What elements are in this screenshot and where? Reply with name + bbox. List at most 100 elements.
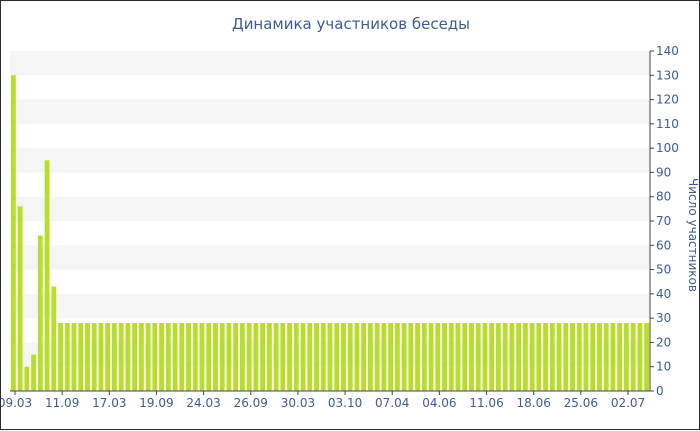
bar [637, 323, 643, 391]
y-tick-label: 90 [656, 165, 671, 179]
x-tick-label: 18.06 [517, 396, 551, 410]
grid-band [10, 293, 650, 319]
bar [509, 323, 515, 391]
bar [388, 323, 394, 391]
bar [44, 160, 50, 391]
bar [408, 323, 414, 391]
bar [442, 323, 447, 391]
bar [421, 323, 427, 391]
bar [24, 366, 30, 391]
y-axis-label: Число участников [686, 178, 700, 292]
y-tick-label: 140 [656, 44, 679, 58]
bar [138, 323, 144, 391]
grid-band [10, 51, 650, 76]
y-tick-label: 10 [656, 360, 671, 374]
bar [233, 323, 239, 391]
bar [165, 323, 171, 391]
bar [496, 323, 501, 391]
bar [354, 323, 360, 391]
bar [374, 323, 380, 391]
bar [266, 323, 272, 391]
y-tick-label: 50 [656, 263, 671, 277]
y-tick-label: 80 [656, 190, 671, 204]
x-tick-label: 09.03 [1, 396, 32, 410]
bar [624, 323, 629, 391]
y-tick-label: 100 [656, 141, 679, 155]
bar [51, 286, 57, 391]
bar [341, 323, 346, 391]
x-tick-labels: 09.03 11.09 17.03 19.09 24.03 26.09 30.03 03.10… [1, 396, 645, 410]
bar [368, 323, 373, 391]
bar [522, 323, 528, 391]
bar [502, 323, 508, 391]
bar [570, 323, 575, 391]
bar [381, 323, 387, 391]
bar [482, 323, 488, 391]
y-tick-label: 70 [656, 214, 671, 228]
bar [179, 323, 185, 391]
x-tick-label: 17.03 [92, 396, 126, 410]
y-tick-label: 110 [656, 117, 679, 131]
bar [91, 323, 97, 391]
bar [543, 323, 548, 391]
bar [85, 323, 90, 391]
y-tick-label: 0 [656, 384, 664, 398]
bar [105, 323, 111, 391]
bar [361, 323, 367, 391]
y-tick-label: 30 [656, 311, 671, 325]
grid-band [10, 99, 650, 124]
bar [529, 323, 535, 391]
bar [576, 323, 582, 391]
bar [428, 323, 434, 391]
bar [334, 323, 340, 391]
bar [58, 323, 63, 391]
x-tick-label: 03.10 [328, 396, 362, 410]
grid-bands [10, 51, 650, 367]
bar [320, 323, 326, 391]
bar [347, 323, 353, 391]
bar [253, 323, 259, 391]
y-tick-label: 60 [656, 238, 671, 252]
bar [327, 323, 333, 391]
bar [199, 323, 205, 391]
bar [590, 323, 596, 391]
bar [300, 323, 306, 391]
bar [287, 323, 292, 391]
bar [394, 323, 400, 391]
bar [186, 323, 191, 391]
bar [206, 323, 212, 391]
bar [462, 323, 468, 391]
bar [31, 354, 36, 391]
bar [78, 323, 84, 391]
x-tick-label: 04.06 [422, 396, 456, 410]
bar [401, 323, 407, 391]
bar [435, 323, 441, 391]
bar [293, 323, 299, 391]
bar [475, 323, 481, 391]
bar [118, 323, 124, 391]
bar [644, 323, 650, 391]
bar [226, 323, 232, 391]
x-tick-label: 11.06 [469, 396, 503, 410]
bar [172, 323, 178, 391]
bar [489, 323, 495, 391]
bar [10, 75, 16, 391]
bar [240, 323, 245, 391]
y-tick-labels: 0 10 20 30 40 50 60 70 80 90 100 110 120 130 140 [656, 44, 679, 398]
x-tick-label: 07.04 [375, 396, 409, 410]
bar [448, 323, 454, 391]
grid-band [10, 148, 650, 173]
grid-band [10, 245, 650, 270]
bar [98, 323, 104, 391]
bar [415, 323, 420, 391]
bar [280, 323, 286, 391]
x-tick-label: 19.09 [139, 396, 173, 410]
bar [610, 323, 616, 391]
y-tick-label: 40 [656, 287, 671, 301]
x-tick-label: 02.07 [611, 396, 645, 410]
bar [125, 323, 131, 391]
axes [10, 50, 654, 395]
x-tick-label: 24.03 [186, 396, 220, 410]
bar [597, 323, 602, 391]
